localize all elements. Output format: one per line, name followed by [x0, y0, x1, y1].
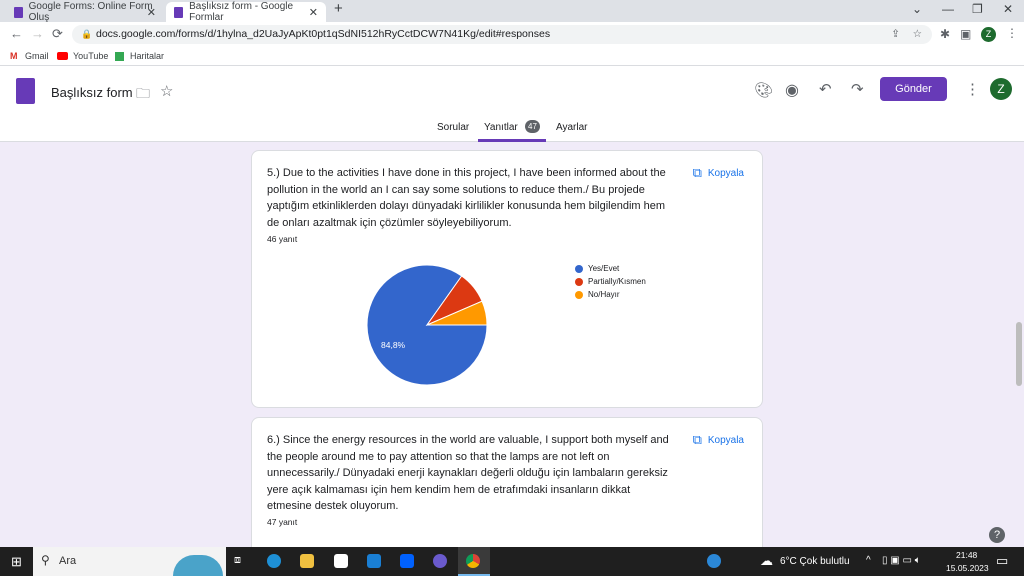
weather-icon: ☁ — [760, 553, 773, 568]
copy-icon: ⧉ — [692, 165, 702, 180]
close-window-button[interactable]: ✕ — [1003, 2, 1014, 16]
folder-icon[interactable]: 🗀 — [136, 85, 150, 101]
clock-date[interactable]: 15.05.2023 — [946, 563, 989, 573]
bookmark-star-icon[interactable]: ☆ — [912, 28, 922, 40]
tab-ayarlar[interactable]: Ayarlar — [556, 122, 588, 133]
star-icon[interactable]: ☆ — [160, 83, 174, 100]
forms-icon — [174, 6, 184, 18]
legend-item: Yes/Evet — [575, 264, 619, 273]
profile-avatar[interactable]: Z — [981, 27, 996, 42]
search-highlight-image — [173, 555, 223, 576]
legend-dot — [575, 277, 583, 286]
gmail-icon: M — [10, 51, 18, 61]
tab-google-forms[interactable]: Google Forms: Online Form Oluş ✕ — [6, 1, 164, 23]
dropbox-icon[interactable] — [400, 554, 414, 568]
chrome-icon — [466, 554, 480, 568]
back-icon[interactable]: ← — [10, 26, 23, 41]
forms-logo-icon — [16, 78, 35, 104]
redo-icon[interactable]: ↷ — [851, 81, 864, 98]
help-app-icon[interactable] — [707, 554, 721, 568]
clock-time[interactable]: 21:48 — [956, 550, 978, 560]
minimize-button[interactable]: — — [942, 2, 954, 16]
legend-label: No/Hayır — [588, 290, 620, 299]
legend-label: Partially/Kısmen — [588, 277, 646, 286]
close-icon[interactable]: ✕ — [308, 6, 318, 19]
form-title[interactable]: Başlıksız form — [51, 85, 133, 100]
tab-search-icon[interactable]: ⌄ — [912, 2, 923, 16]
tab-basliksiz-form[interactable]: Başlıksız form - Google Formlar ✕ — [166, 1, 326, 23]
legend-item: Partially/Kısmen — [575, 277, 646, 286]
palette-icon[interactable]: 🎨︎ — [754, 82, 774, 99]
lock-icon: 🔒 — [81, 29, 93, 39]
notifications-icon[interactable]: ▭ — [996, 553, 1009, 568]
chrome-taskbar-button[interactable] — [458, 547, 490, 576]
pie-slice-0[interactable] — [366, 264, 488, 386]
address-bar: ← → ⟳ 🔒 docs.google.com/forms/d/1hylna_d2… — [0, 22, 1024, 47]
task-view-icon[interactable]: ⧈ — [234, 554, 241, 566]
menu-icon[interactable]: ⋮ — [1006, 26, 1018, 40]
question-text: 6.) Since the energy resources in the wo… — [267, 434, 669, 512]
extensions-icon[interactable]: ✱ — [940, 27, 951, 41]
bookmark-haritalar[interactable]: Haritalar — [130, 51, 165, 61]
youtube-icon — [57, 52, 68, 60]
maps-icon — [115, 52, 124, 61]
windows-start-icon[interactable]: ⊞ — [11, 554, 22, 569]
taskbar-search[interactable]: ⚲ Ara — [33, 547, 226, 576]
legend-label: Yes/Evet — [588, 264, 620, 273]
response-count: 46 yanıt — [267, 234, 298, 244]
tab-yanitlar[interactable]: Yanıtlar 47 — [478, 118, 546, 142]
form-header: Başlıksız form 🗀 ☆ 🎨︎ ◉ ↶ ↷ Gönder ⋮ Z S… — [0, 66, 1024, 142]
search-icon: ⚲ — [41, 553, 50, 567]
bookmarks-bar: M Gmail YouTube Haritalar — [0, 47, 1024, 66]
share-icon[interactable]: ⇪ — [891, 28, 900, 40]
legend-dot — [575, 290, 583, 299]
amazon-icon[interactable] — [334, 554, 348, 568]
forms-icon — [14, 6, 23, 18]
new-tab-button[interactable]: + — [334, 0, 343, 17]
legend-item: No/Hayır — [575, 290, 620, 299]
undo-icon[interactable]: ↶ — [819, 81, 832, 98]
copy-icon: ⧉ — [692, 432, 702, 447]
copy-button[interactable]: ⧉ Kopyala — [692, 165, 744, 180]
send-button[interactable]: Gönder — [880, 77, 947, 101]
taskbar: ⊞ ⚲ Ara ⧈ ☁ 6°C Çok bulutlu ^ ▯ ▣ ▭ 🔈︎ 2… — [0, 547, 1024, 576]
copy-button[interactable]: ⧉ Kopyala — [692, 432, 744, 447]
response-count: 47 yanıt — [267, 517, 298, 527]
responses-count-badge: 47 — [525, 120, 540, 133]
file-explorer-icon[interactable] — [300, 554, 314, 568]
sidepanel-icon[interactable]: ▣ — [960, 27, 972, 41]
legend-dot — [575, 264, 583, 273]
tray-chevron-icon[interactable]: ^ — [866, 555, 871, 566]
maximize-button[interactable]: ❐ — [972, 2, 983, 16]
mail-icon[interactable] — [367, 554, 381, 568]
question-card-5: 5.) Due to the activities I have done in… — [251, 150, 763, 408]
tray-icons[interactable]: ▯ ▣ ▭ 🔈︎ — [882, 555, 921, 566]
bookmark-youtube[interactable]: YouTube — [73, 51, 109, 61]
question-text: 5.) Due to the activities I have done in… — [267, 167, 666, 229]
close-icon[interactable]: ✕ — [146, 6, 156, 19]
weather-text[interactable]: 6°C Çok bulutlu — [780, 556, 850, 567]
account-avatar[interactable]: Z — [990, 78, 1012, 100]
url-input[interactable]: 🔒 docs.google.com/forms/d/1hylna_d2UaJyAp… — [72, 25, 932, 44]
more-icon[interactable]: ⋮ — [965, 81, 980, 98]
scrollbar-thumb[interactable] — [1016, 322, 1022, 386]
reload-icon[interactable]: ⟳ — [52, 26, 63, 41]
pie-slice-2[interactable] — [426, 300, 488, 326]
data-label: 84,8% — [381, 340, 406, 350]
tab-sorular[interactable]: Sorular — [437, 122, 470, 133]
app-icon[interactable] — [433, 554, 447, 568]
help-icon[interactable]: ? — [989, 527, 1005, 543]
question-card-6: 6.) Since the energy resources in the wo… — [251, 417, 763, 557]
tab-strip: Google Forms: Online Form Oluş ✕ Başlıksı… — [0, 0, 1024, 23]
preview-eye-icon[interactable]: ◉ — [785, 82, 799, 99]
edge-icon[interactable] — [267, 554, 281, 568]
bookmark-gmail[interactable]: Gmail — [25, 51, 49, 61]
forward-icon[interactable]: → — [31, 26, 44, 41]
